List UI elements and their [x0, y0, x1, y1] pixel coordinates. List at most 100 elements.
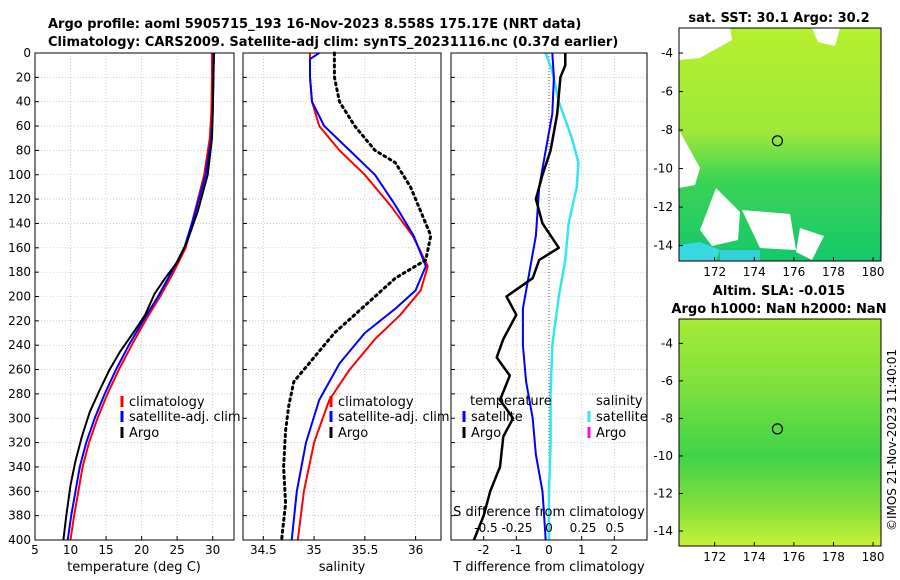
y-tick-label: 60 — [16, 119, 31, 133]
legend-title-salinity: salinity — [596, 394, 643, 409]
difference-xlabel: T difference from climatology — [452, 560, 645, 575]
y-tick-label: 320 — [8, 436, 31, 450]
sla-map-title-line1: Altim. SLA: -0.015 — [713, 284, 845, 299]
sla-lat-tick-labels: -4 -6 -8 -10 -12 -14 — [653, 336, 683, 538]
temperature-panel: 0 20 40 60 80 100 120 140 160 180 200 220 240 260 280 3… — [8, 46, 241, 575]
y-tick-label: 300 — [8, 411, 31, 425]
lat-tick-label: -4 — [661, 336, 673, 350]
series-line-t-argo — [472, 53, 567, 541]
imos-timestamp: ©IMOS 21-Nov-2023 11:40:01 — [885, 349, 899, 531]
header-line2: Climatology: CARS2009. Satellite-adj cli… — [48, 35, 618, 50]
depth-tick-labels: 0 20 40 60 80 100 120 140 160 180 200 220 240 260 280 3… — [8, 46, 31, 547]
y-tick-label: 220 — [8, 314, 31, 328]
lon-tick-label: 180 — [862, 550, 885, 564]
sla-map-panel: Altim. SLA: -0.015 Argo h1000: NaN h2000… — [653, 284, 886, 564]
lat-tick-label: -12 — [653, 200, 673, 214]
sla-map-title-line2: Argo h1000: NaN h2000: NaN — [671, 302, 886, 317]
lon-tick-label: 172 — [703, 265, 726, 279]
sst-cloud-gap — [796, 228, 824, 260]
x-tick-label: 5 — [31, 543, 39, 557]
legend-label-s-satellite: satellite — [596, 410, 648, 425]
lat-tick-label: -6 — [661, 374, 673, 388]
legend-label-t-argo: Argo — [471, 426, 501, 441]
temperature-xlabel: temperature (deg C) — [67, 560, 201, 575]
legend-label-climatology: climatology — [338, 395, 414, 410]
series-line-t-satellite — [521, 52, 555, 541]
y-tick-label: 0 — [23, 46, 31, 60]
salinity-grid — [243, 52, 441, 541]
temperature-lines — [62, 52, 216, 541]
sst-cloud-gap — [679, 130, 700, 188]
y-tick-label: 380 — [8, 509, 31, 523]
s-tick-label: 0 — [545, 521, 553, 535]
lat-tick-label: -10 — [653, 162, 673, 176]
y-tick-label: 400 — [8, 533, 31, 547]
s-difference-axis-title: S difference from climatology — [453, 505, 645, 520]
x-tick-label: 0 — [545, 543, 553, 557]
legend-title-temperature: temperature — [470, 394, 552, 409]
x-tick-label: 1 — [578, 543, 586, 557]
sla-lon-tick-labels: 172 174 176 178 180 — [703, 542, 885, 564]
lat-tick-label: -6 — [661, 85, 673, 99]
y-tick-label: 80 — [16, 143, 31, 157]
temperature-tick-labels: 5 10 15 20 25 30 — [31, 543, 220, 557]
sst-lat-tick-labels: -4 -6 -8 -10 -12 -14 — [653, 46, 683, 253]
series-line-climatology — [296, 53, 429, 541]
lon-tick-label: 176 — [782, 265, 805, 279]
series-line-s-satellite — [544, 52, 580, 540]
y-tick-label: 260 — [8, 363, 31, 377]
salinity-panel: 34.5 35 35.5 36 salinity climatology satell… — [242, 51, 450, 575]
salinity-legend: climatology satellite-adj. clim Argo — [329, 395, 450, 441]
x-tick-label: 35.5 — [351, 543, 378, 557]
legend-label-satellite-adj: satellite-adj. clim — [338, 410, 450, 425]
x-tick-label: 2 — [611, 543, 619, 557]
legend-label-argo: Argo — [129, 426, 159, 441]
temperature-axes-frame — [34, 52, 235, 541]
y-tick-label: 20 — [16, 70, 31, 84]
salinity-tick-labels: 34.5 35 35.5 36 — [250, 543, 423, 557]
sst-cloud-gap — [812, 28, 840, 46]
x-tick-label: 20 — [134, 543, 149, 557]
lon-tick-label: 174 — [743, 265, 766, 279]
difference-panel: -2 -1 0 1 2 T difference from climatology S … — [450, 52, 648, 575]
sla-axes-frame — [678, 318, 882, 547]
sst-map-panel: sat. SST: 30.1 Argo: 30.2 -4 -6 -8 -10 -12 -1… — [653, 11, 884, 279]
s-tick-label: -0.5 — [474, 521, 497, 535]
sst-cloud-gap — [679, 28, 732, 60]
s-tick-label: 0.25 — [570, 521, 597, 535]
y-tick-label: 100 — [8, 168, 31, 182]
lon-tick-label: 178 — [822, 265, 845, 279]
difference-lines — [472, 52, 580, 541]
sst-lon-tick-labels: 172 174 176 178 180 — [703, 257, 885, 279]
s-difference-tick-labels: -0.5 -0.25 0 0.25 0.5 — [474, 521, 624, 535]
y-tick-label: 140 — [8, 216, 31, 230]
temperature-grid — [34, 52, 234, 541]
lat-tick-label: -14 — [653, 239, 673, 253]
legend-label-satellite-adj: satellite-adj. clim — [129, 410, 241, 425]
s-tick-label: 0.5 — [605, 521, 624, 535]
y-tick-label: 340 — [8, 460, 31, 474]
lon-tick-label: 176 — [782, 550, 805, 564]
x-tick-label: 25 — [170, 543, 185, 557]
sst-cloud-gap — [742, 210, 796, 250]
x-tick-label: 30 — [205, 543, 220, 557]
y-tick-label: 120 — [8, 192, 31, 206]
sst-axes-frame — [678, 27, 882, 262]
legend-label-argo: Argo — [338, 426, 368, 441]
x-tick-label: -2 — [478, 543, 490, 557]
argo-location-marker — [771, 423, 784, 435]
difference-axes-frame — [450, 52, 648, 541]
x-tick-label: 34.5 — [250, 543, 277, 557]
sst-map-title: sat. SST: 30.1 Argo: 30.2 — [688, 11, 869, 26]
series-line-argo — [280, 51, 433, 542]
lon-tick-label: 174 — [743, 550, 766, 564]
y-tick-label: 40 — [16, 95, 31, 109]
t-difference-tick-labels: -2 -1 0 1 2 — [478, 543, 618, 557]
sla-heatmap — [679, 319, 881, 546]
header-line1: Argo profile: aoml 5905715_193 16-Nov-20… — [48, 17, 581, 32]
difference-legend: temperature satellite Argo salinity sate… — [462, 394, 648, 441]
series-line-argo — [62, 52, 216, 541]
salinity-xlabel: salinity — [319, 560, 366, 575]
lat-tick-label: -4 — [661, 46, 673, 60]
